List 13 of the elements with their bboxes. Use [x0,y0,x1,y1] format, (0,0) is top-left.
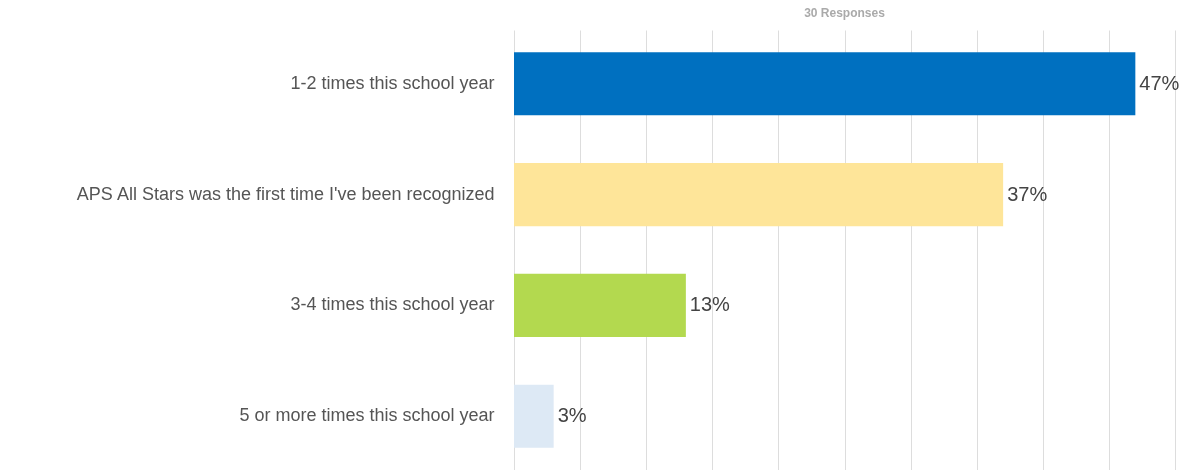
data-label: 13% [689,293,731,316]
bar [514,273,686,337]
data-label: 3% [557,404,587,427]
y-tick-label: 5 or more times this school year [239,405,495,426]
chart-title: 30 Responses [804,6,886,20]
y-tick-label: APS All Stars was the first time I've been recognized [76,183,495,204]
bar [514,163,1004,227]
y-tick-label: 1-2 times this school year [290,72,495,93]
data-label: 37% [1007,182,1048,205]
y-tick-label: 3-4 times this school year [290,294,495,315]
data-label: 47% [1139,71,1180,94]
bar [514,384,554,448]
bar [514,52,1136,116]
